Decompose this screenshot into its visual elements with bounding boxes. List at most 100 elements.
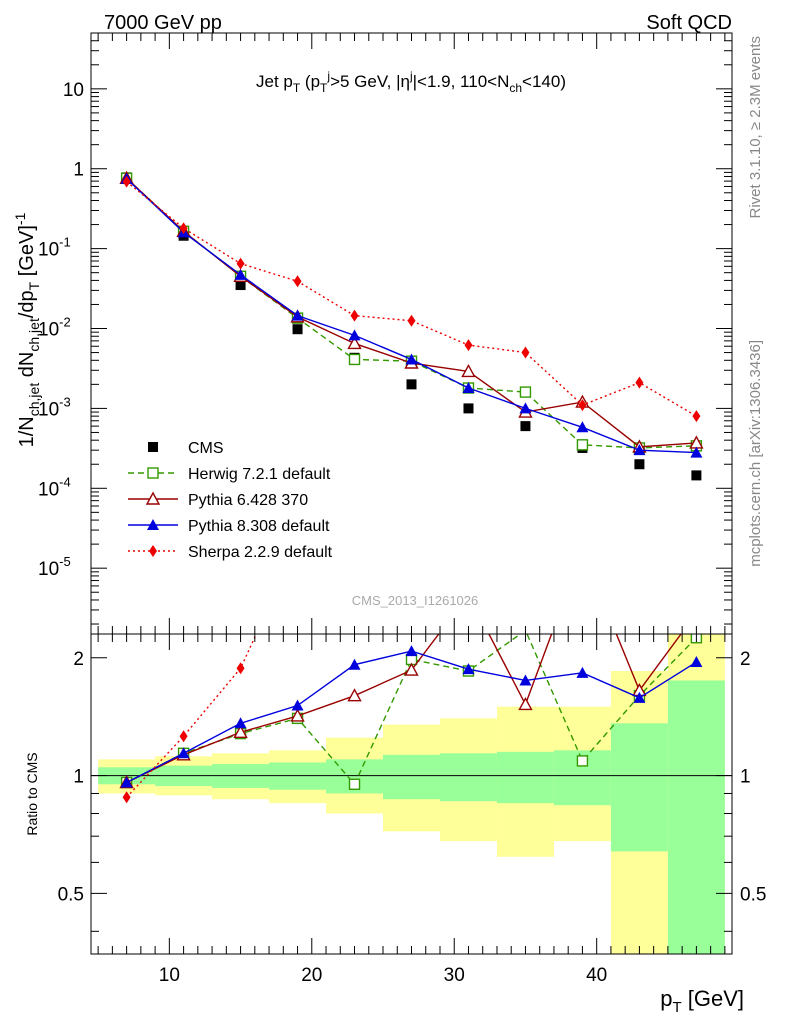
header-left: 7000 GeV pp	[104, 12, 222, 34]
ratio-point	[404, 662, 419, 676]
inner-band	[610, 723, 668, 852]
data-point	[461, 363, 476, 378]
data-point	[350, 309, 359, 322]
data-point	[519, 402, 532, 414]
ratio-series-3	[122, 634, 258, 804]
data-point	[634, 459, 645, 470]
ratio-point	[576, 755, 589, 767]
legend-marker	[147, 519, 159, 530]
ratio-series-2	[120, 645, 703, 788]
ratio-point	[233, 724, 248, 738]
rivet-label: Rivet 3.1.10, ≥ 2.3M events	[747, 36, 764, 219]
data-point	[235, 280, 246, 291]
legend: CMS Herwig 7.2.1 default Pythia 6.428 370 P…	[128, 440, 333, 561]
y-tick-label: 10-2	[38, 315, 71, 341]
series-2	[119, 170, 704, 453]
data-point	[407, 314, 416, 327]
ratio-point	[234, 717, 247, 729]
data-point	[234, 268, 247, 280]
ratio-y-tick-label-right: 2	[740, 649, 751, 670]
data-point	[521, 346, 530, 359]
data-point	[519, 386, 532, 398]
data-point	[462, 382, 475, 394]
data-point	[576, 439, 589, 451]
legend-marker	[147, 467, 159, 479]
data-point	[578, 399, 587, 412]
ratio-point	[347, 688, 362, 702]
legend-label: Pythia 6.428 370	[188, 492, 308, 509]
data-point	[520, 421, 531, 432]
y-tick-label: 10-5	[38, 554, 71, 580]
ratio-y-tick-label-right: 1	[740, 767, 751, 788]
ratio-point	[291, 699, 304, 711]
inner-band	[439, 753, 497, 802]
ratio-y-tick-label-right: 0.5	[740, 884, 766, 905]
x-tick-label: 30	[444, 965, 465, 986]
y-tick-label: 10-1	[38, 235, 71, 261]
data-point	[348, 353, 361, 366]
legend-label: CMS	[188, 440, 224, 457]
x-tick-label: 10	[159, 965, 180, 986]
distribution-panel: 10-5 10-4 10-3 10-2 10-1 1 10 Jet pT (pTj>5 Ge…	[38, 32, 733, 635]
series-line	[126, 177, 697, 448]
data-point	[690, 446, 703, 458]
ratio-point	[462, 663, 475, 675]
data-point	[236, 257, 245, 270]
data-point	[405, 353, 418, 365]
ratio-y-label: Ratio to CMS	[24, 752, 40, 835]
data-point	[691, 470, 702, 481]
data-point	[292, 324, 303, 335]
data-point	[347, 335, 362, 350]
ratio-y-tick-label: 1	[73, 767, 84, 788]
analysis-watermark: CMS_2013_I1261026	[352, 593, 479, 608]
ratio-point	[177, 747, 190, 759]
data-point	[633, 444, 646, 456]
inner-band	[383, 754, 440, 800]
data-point	[406, 379, 417, 390]
ratio-y-tick-label: 2	[73, 649, 84, 670]
plot-title: Jet pT (pTj>5 GeV, |ηj|<1.9, 110<Nch<140…	[256, 69, 566, 95]
ratio-point	[518, 696, 533, 711]
legend-marker	[148, 442, 158, 452]
ratio-point	[122, 791, 131, 804]
legend-label: Herwig 7.2.1 default	[188, 466, 331, 483]
series-1	[120, 172, 703, 454]
y-tick-label: 10-3	[38, 394, 71, 420]
data-point	[291, 309, 304, 321]
inner-band	[496, 751, 554, 804]
data-point	[692, 410, 701, 423]
inner-band	[667, 680, 725, 954]
x-tick-label: 20	[301, 965, 322, 986]
series-line	[126, 177, 697, 449]
y-tick-label: 10	[63, 80, 84, 101]
y-axis-label: 1/Nch,jet dNch,jet/dpT [GeV]-1	[12, 212, 42, 447]
ratio-point	[405, 645, 418, 657]
ratio-panel: 0.5 0.5 1 1 2 2 10 20 30 40	[58, 633, 766, 986]
data-point	[293, 275, 302, 288]
ratio-y-tick-label: 0.5	[58, 884, 84, 905]
legend-label: Pythia 8.308 default	[188, 518, 330, 535]
data-point	[179, 222, 188, 235]
ratio-point	[348, 778, 361, 790]
series-line	[126, 181, 697, 417]
ratio-point	[576, 666, 589, 678]
ratio-point	[348, 658, 361, 670]
y-tick-label: 1	[73, 160, 84, 181]
ratio-point	[120, 776, 133, 788]
mcplots-label: mcplots.cern.ch [arXiv:1306.3436]	[747, 340, 764, 567]
ratio-point	[633, 691, 646, 703]
legend-label: Sherpa 2.2.9 default	[188, 544, 333, 561]
data-point	[576, 421, 589, 433]
header-right: Soft QCD	[646, 12, 732, 34]
data-point	[635, 376, 644, 389]
x-tick-label: 40	[586, 965, 607, 986]
ratio-point	[690, 656, 703, 668]
data-point	[348, 329, 361, 341]
data-point	[122, 175, 131, 188]
y-tick-label: 10-4	[38, 474, 71, 500]
legend-marker	[149, 545, 157, 557]
ratio-point	[179, 730, 188, 743]
data-point	[464, 339, 473, 352]
x-axis-label: pT [GeV]	[660, 986, 744, 1016]
